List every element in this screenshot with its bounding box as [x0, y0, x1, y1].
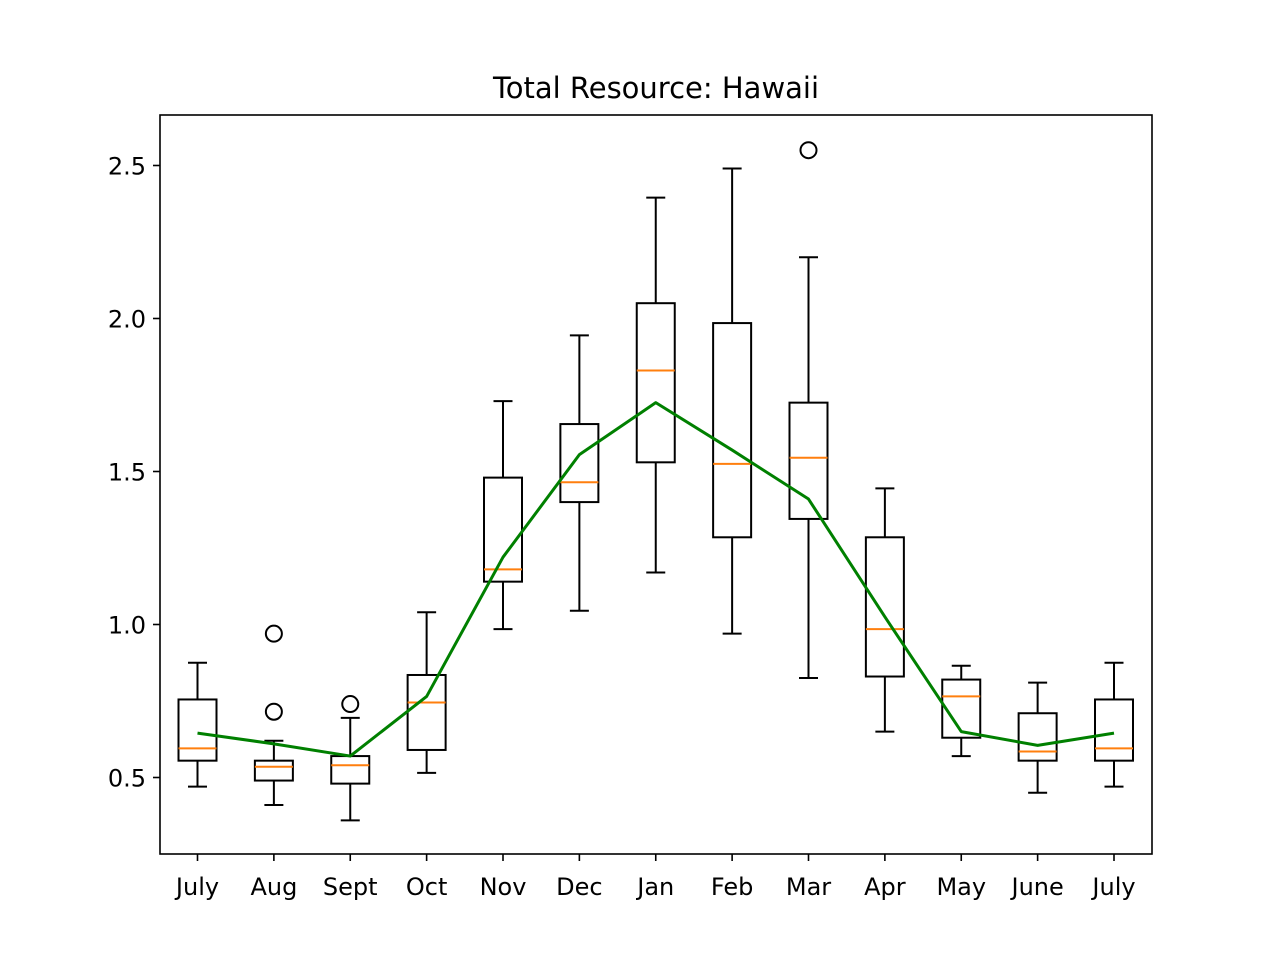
box-july-12 [1094, 661, 1134, 788]
box-iqr [253, 759, 294, 782]
x-tick-label: Oct [406, 873, 448, 901]
chart-title: Total Resource: Hawaii [492, 71, 819, 105]
box-iqr [788, 401, 829, 520]
box-apr-9 [864, 487, 905, 733]
y-axis: 0.5 1.0 1.5 2.0 2.5 [108, 152, 160, 792]
box-iqr [1094, 698, 1134, 762]
box-iqr [1017, 712, 1058, 762]
box-iqr [712, 322, 753, 539]
x-tick-label: May [936, 873, 986, 901]
outlier-point [264, 624, 283, 643]
x-tick-label: Feb [711, 873, 754, 901]
boxes-layer [177, 141, 1134, 822]
x-tick-label: Sept [323, 873, 378, 901]
x-tick-label: Mar [786, 873, 831, 901]
box-mar-8 [788, 141, 829, 680]
box-feb-7 [712, 167, 753, 635]
line-layer [197, 401, 1115, 758]
x-axis: July Aug Sept Oct Nov Dec Jan Feb Mar Apr May June J… [174, 854, 1136, 901]
box-may-10 [941, 664, 982, 758]
series-line-0 [197, 401, 1115, 758]
x-tick-label: June [1009, 873, 1063, 901]
box-iqr [177, 698, 218, 762]
box-june-11 [1017, 681, 1058, 794]
x-tick-label: July [1090, 873, 1135, 901]
box-aug-1 [253, 624, 294, 807]
box-july-0 [177, 661, 218, 788]
box-iqr [864, 536, 905, 678]
x-tick-label: Dec [556, 873, 602, 901]
x-tick-label: Aug [250, 873, 297, 901]
outlier-point [799, 141, 818, 160]
x-tick-label: Apr [864, 873, 906, 901]
y-tick-label: 1.5 [108, 458, 146, 486]
y-tick-label: 1.0 [108, 611, 146, 639]
box-dec-5 [559, 334, 600, 612]
x-tick-label: Nov [480, 873, 527, 901]
y-tick-label: 0.5 [108, 764, 146, 792]
y-tick-label: 2.0 [108, 305, 146, 333]
y-tick-label: 2.5 [108, 152, 146, 180]
box-jan-6 [635, 196, 676, 574]
outlier-point [264, 702, 283, 721]
x-tick-label: Jan [635, 873, 674, 901]
box-iqr [941, 678, 982, 739]
outlier-point [341, 695, 360, 714]
box-iqr [559, 423, 600, 504]
box-iqr [635, 302, 676, 464]
x-tick-label: July [174, 873, 219, 901]
